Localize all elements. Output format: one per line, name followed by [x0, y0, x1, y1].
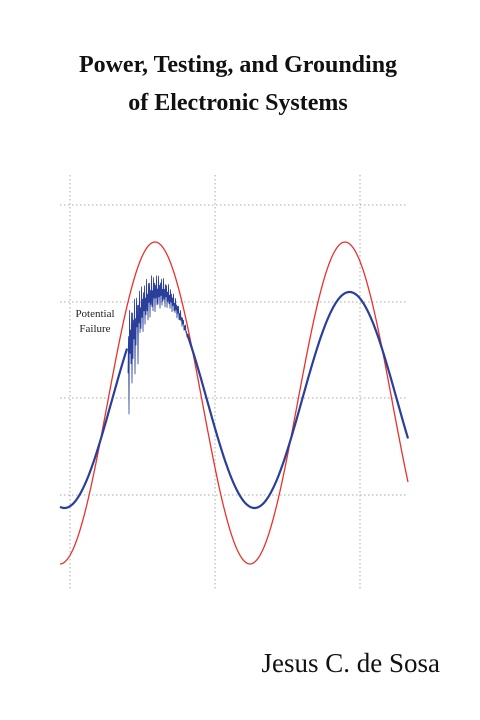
measured-wave — [59, 290, 410, 510]
annotation: Failure — [79, 323, 110, 335]
annotation: Potential — [75, 308, 114, 320]
grid — [60, 175, 408, 590]
reference-wave — [59, 241, 409, 565]
noise-burst — [127, 275, 188, 415]
title-line: Power, Testing, and Grounding — [79, 52, 397, 78]
title-line: of Electronic Systems — [128, 90, 348, 116]
author: Jesus C. de Sosa — [261, 648, 440, 678]
